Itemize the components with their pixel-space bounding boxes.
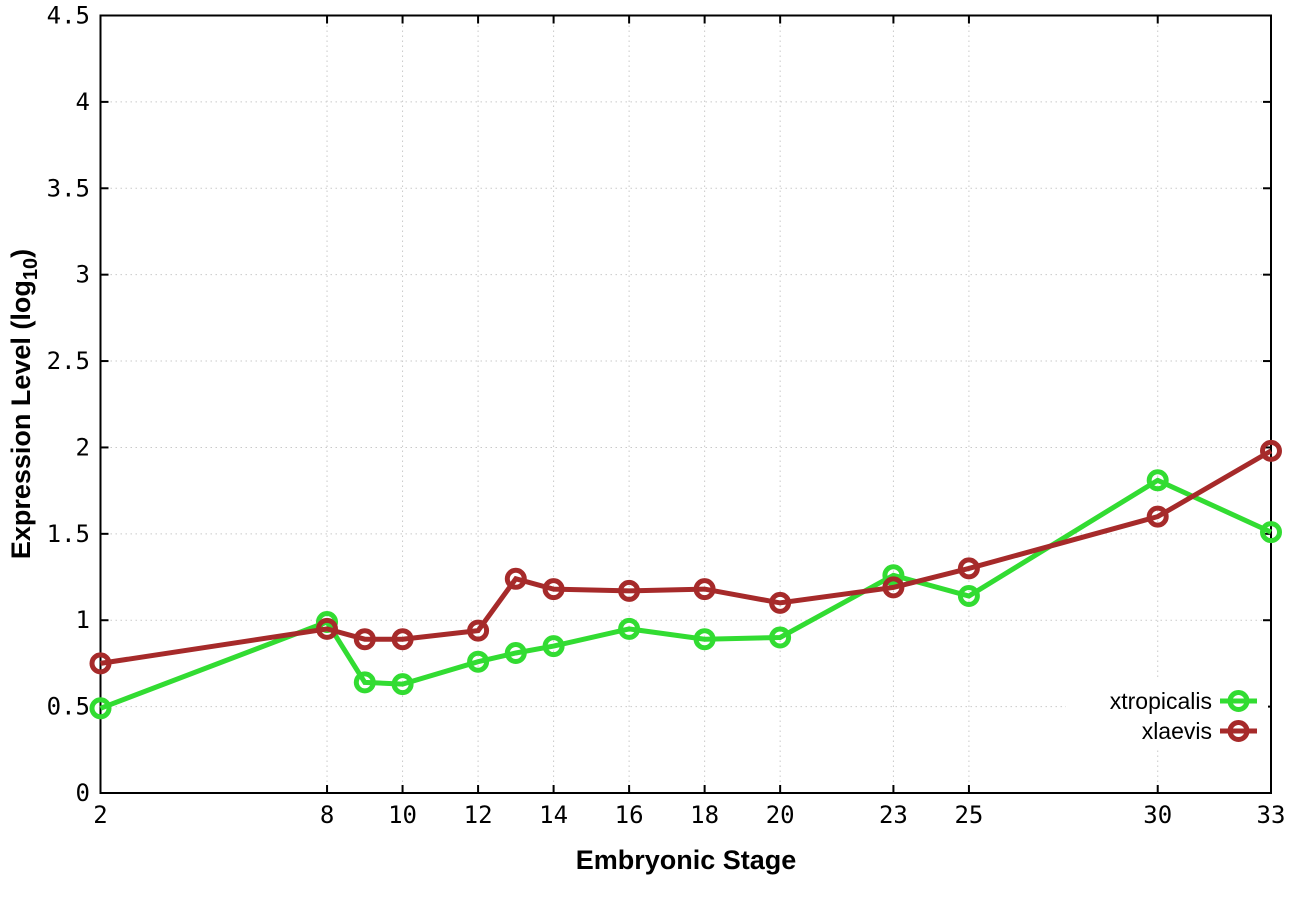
xtropicalis-marker [769,626,792,649]
xlaevis-marker [353,628,376,651]
xlaevis-marker [618,579,641,602]
legend: xtropicalis xlaevis [1066,680,1268,750]
y-tick-label: 2.5 [47,347,90,375]
legend-marker-xlaevis [1227,720,1250,742]
xtropicalis-marker [353,671,376,694]
x-tick-label: 30 [1143,801,1172,829]
series-xtropicalis [89,469,1282,720]
x-tick-labels: 2 8 10 12 14 16 18 20 23 25 30 33 [93,801,1285,829]
series-xlaevis [89,439,1282,675]
xtropicalis-marker [693,628,716,651]
xlaevis-marker [504,567,527,590]
x-tick-label: 12 [464,801,493,829]
xtropicalis-marker [957,585,980,607]
x-tick-label: 18 [690,801,719,829]
xlaevis-marker [542,578,565,601]
legend-label-xlaevis: xlaevis [1142,718,1212,744]
xtropicalis-marker [504,642,527,664]
xtropicalis-marker [618,617,641,640]
x-tick-label: 14 [539,801,568,829]
y-tick-label: 0.5 [47,693,90,721]
legend-marker-xtropicalis [1227,690,1250,712]
y-axis-title: Expression Level (log10) [6,249,42,559]
x-tick-label: 33 [1257,801,1286,829]
x-axis-title: Embryonic Stage [576,845,797,875]
legend-label-xtropicalis: xtropicalis [1110,688,1212,714]
x-tick-label: 23 [879,801,908,829]
y-tick-labels: 0 0.5 1 1.5 2 2.5 3 3.5 4 4.5 [47,2,90,808]
y-tick-label: 4.5 [47,2,90,30]
xlaevis-marker [1260,439,1282,462]
xtropicalis-line [99,477,1273,711]
x-tick-label: 25 [954,801,983,829]
xtropicalis-marker [542,635,565,658]
xlaevis-marker [1146,505,1169,528]
xlaevis-marker [467,619,490,642]
xlaevis-marker [957,557,980,580]
xtropicalis-marker [467,650,490,673]
legend-row-xtropicalis: xtropicalis [1110,688,1257,714]
xlaevis-marker [769,591,792,614]
xtropicalis-marker [882,564,905,587]
xtropicalis-marker [89,697,112,720]
legend-row-xlaevis: xlaevis [1142,718,1257,744]
plot-frame [99,14,1272,794]
y-tick-label: 1.5 [47,520,90,548]
x-tick-label: 10 [388,801,417,829]
tick-marks [99,14,1272,794]
y-tick-label: 3.5 [47,174,90,202]
xlaevis-marker [882,576,905,599]
x-tick-label: 8 [320,801,334,829]
xlaevis-marker [693,578,716,601]
xlaevis-marker [316,617,338,640]
y-tick-label: 2 [76,433,90,461]
gridlines [100,15,1272,794]
xlaevis-marker [391,628,414,651]
xtropicalis-marker [1146,469,1169,492]
y-tick-label: 1 [76,606,90,634]
x-tick-label: 20 [766,801,795,829]
y-tick-label: 0 [76,779,90,807]
xlaevis-line [100,448,1273,666]
xtropicalis-marker [391,673,414,696]
y-tick-label: 3 [76,261,90,289]
x-tick-label: 2 [93,801,107,829]
xlaevis-marker [89,652,112,675]
y-tick-label: 4 [76,88,90,116]
xtropicalis-marker [1260,521,1282,544]
x-tick-label: 16 [615,801,644,829]
